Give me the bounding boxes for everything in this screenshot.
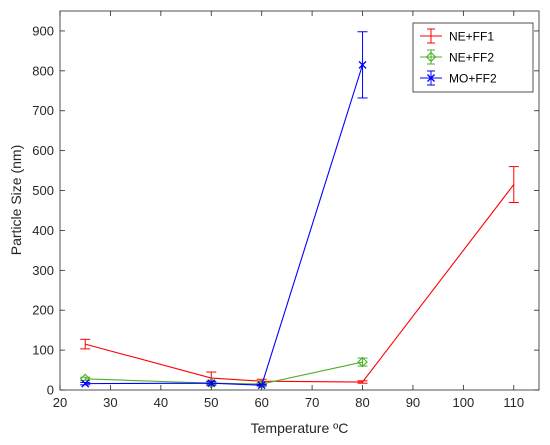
- y-tick-label-100: 100: [32, 343, 54, 358]
- legend-entry-mo-ff2: MO+FF2: [420, 70, 497, 86]
- y-tick-label-500: 500: [32, 183, 54, 198]
- x-tick-label-80: 80: [355, 395, 369, 410]
- legend-entry-ne-ff2: NE+FF2: [420, 49, 494, 65]
- x-tick-label-50: 50: [204, 395, 218, 410]
- y-tick-label-900: 900: [32, 23, 54, 38]
- legend-marker-mo-ff2: [427, 74, 435, 82]
- data-point-ne-ff2-80: [357, 356, 368, 368]
- x-tick-label-90: 90: [406, 395, 420, 410]
- legend-label-ne-ff1: NE+FF1: [449, 30, 494, 44]
- legend: NE+FF1 NE+FF2 MO+FF2: [412, 22, 534, 93]
- x-tick-label-30: 30: [103, 395, 117, 410]
- axes-layer: 20 30 40 50 60 70 80 90 100 110 0 100 200 300 400 500 60…: [32, 10, 540, 410]
- y-axis-title: Particle Size (nm): [8, 145, 24, 255]
- x-tick-label-20: 20: [53, 395, 67, 410]
- y-tick-label-0: 0: [47, 383, 54, 398]
- data-point-mo-ff2-80-stroke-b: [358, 60, 367, 69]
- error-bar-ne-ff1-25: [80, 338, 91, 350]
- legend-entry-ne-ff1: NE+FF1: [420, 28, 494, 44]
- legend-marker-mo-ff2-stroke-b: [427, 74, 435, 82]
- x-tick-label-70: 70: [305, 395, 319, 410]
- series-layer: [79, 31, 519, 390]
- x-tick-label-110: 110: [503, 395, 524, 410]
- series-line-mo-ff2: [85, 64, 364, 386]
- data-point-mo-ff2-25-stroke-b: [81, 379, 90, 388]
- error-bar-ne-ff1-110: [508, 166, 519, 203]
- data-point-mo-ff2-50: [207, 379, 216, 388]
- data-point-mo-ff2-50-stroke-b: [207, 379, 216, 388]
- legend-label-mo-ff2: MO+FF2: [449, 72, 497, 86]
- x-tick-label-100: 100: [453, 395, 475, 410]
- y-tick-label-800: 800: [32, 63, 54, 78]
- x-tick-label-60: 60: [254, 395, 268, 410]
- y-tick-label-300: 300: [32, 263, 54, 278]
- error-bar-ne-ff1-80: [357, 380, 368, 384]
- data-point-mo-ff2-25: [81, 379, 90, 388]
- series-line-ne-ff2: [85, 361, 363, 385]
- data-point-mo-ff2-80: [358, 60, 367, 69]
- x-axis-title: Temperature ºC: [251, 420, 349, 436]
- legend-label-ne-ff2: NE+FF2: [449, 51, 494, 65]
- legend-marker-ne-ff2: [425, 51, 437, 63]
- x-tick-label-40: 40: [154, 395, 168, 410]
- y-tick-label-400: 400: [32, 223, 54, 238]
- y-tick-label-200: 200: [32, 303, 54, 318]
- y-tick-label-700: 700: [32, 103, 54, 118]
- axes-box: [59, 10, 540, 391]
- y-tick-label-600: 600: [32, 143, 54, 158]
